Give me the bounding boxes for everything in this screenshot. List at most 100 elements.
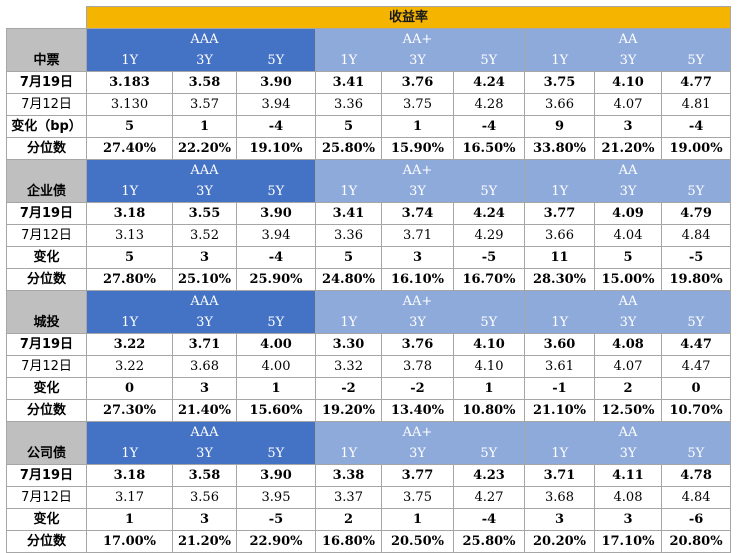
value-cell: 25.80% <box>315 137 382 160</box>
tenor-header: 5Y <box>236 312 316 334</box>
section-header-ratings: 公司债 AAA AA+ AA <box>6 421 732 465</box>
tenor-header: 3Y <box>172 312 237 334</box>
rating-header-aa-plus: AA+ <box>381 290 454 312</box>
value-cell: 15.60% <box>236 399 316 422</box>
rating-header-aa <box>661 290 732 312</box>
value-cell: 3.22 <box>86 333 173 356</box>
table-row: 7月19日 3.183 3.58 3.90 3.41 3.76 4.24 3.75 4.10 4.… <box>6 71 732 94</box>
rating-header-aa <box>524 290 595 312</box>
value-cell: 4.10 <box>453 355 525 378</box>
value-cell: 3.66 <box>524 224 595 247</box>
value-cell: 3.18 <box>86 464 173 487</box>
tenor-header: 5Y <box>236 181 316 203</box>
tenor-header: 3Y <box>172 50 237 72</box>
row-label: 分位数 <box>6 399 87 422</box>
value-cell: 1 <box>236 377 316 400</box>
value-cell: 4.24 <box>453 71 525 94</box>
value-cell: 1 <box>381 115 454 138</box>
tenor-header: 1Y <box>315 181 382 203</box>
value-cell: 5 <box>315 115 382 138</box>
value-cell: 19.10% <box>236 137 316 160</box>
value-cell: 3.41 <box>315 71 382 94</box>
rating-header-aa-plus <box>315 159 382 181</box>
value-cell: -1 <box>524 377 595 400</box>
value-cell: 17.10% <box>594 530 662 553</box>
value-cell: 3 <box>172 377 237 400</box>
value-cell: -4 <box>236 246 316 269</box>
value-cell: 33.80% <box>524 137 595 160</box>
value-cell: -4 <box>453 508 525 531</box>
row-label: 分位数 <box>6 268 87 291</box>
value-cell: 5 <box>86 246 173 269</box>
tenor-header: 5Y <box>453 50 525 72</box>
value-cell: 16.70% <box>453 268 525 291</box>
value-cell: 16.50% <box>453 137 525 160</box>
rating-header-aa <box>661 421 732 443</box>
value-cell: 20.80% <box>660 530 732 553</box>
value-cell: 4.08 <box>594 333 662 356</box>
value-cell: 0 <box>660 377 732 400</box>
value-cell: 3.94 <box>236 93 316 116</box>
value-cell: 10.70% <box>660 399 732 422</box>
section-category: 城投 <box>6 290 87 334</box>
value-cell: 21.10% <box>524 399 595 422</box>
row-label: 变化 <box>6 508 87 531</box>
value-cell: 21.20% <box>172 530 237 553</box>
value-cell: 3.75 <box>524 71 595 94</box>
rating-header-aa-plus <box>453 290 525 312</box>
rating-header-aa-plus: AA+ <box>381 421 454 443</box>
value-cell: 4.23 <box>453 464 525 487</box>
value-cell: 3.60 <box>524 333 595 356</box>
value-cell: 3.18 <box>86 202 173 225</box>
value-cell: 27.40% <box>86 137 173 160</box>
value-cell: 3.90 <box>236 202 316 225</box>
value-cell: 3.22 <box>86 355 173 378</box>
value-cell: 4.04 <box>594 224 662 247</box>
rating-header-aa: AA <box>594 421 662 443</box>
value-cell: 3 <box>172 508 237 531</box>
tenor-header: 1Y <box>86 181 173 203</box>
rating-header-aa <box>661 159 732 181</box>
value-cell: 3.38 <box>315 464 382 487</box>
value-cell: 4.47 <box>660 333 732 356</box>
tenor-header: 3Y <box>172 181 237 203</box>
value-cell: 3.13 <box>86 224 173 247</box>
value-cell: 19.80% <box>660 268 732 291</box>
value-cell: 21.40% <box>172 399 237 422</box>
value-cell: 11 <box>524 246 595 269</box>
rating-header-aa: AA <box>594 290 662 312</box>
tenor-header: 3Y <box>381 443 454 465</box>
tenor-header: 3Y <box>172 443 237 465</box>
value-cell: 1 <box>172 115 237 138</box>
value-cell: 4.78 <box>660 464 732 487</box>
rating-header-aa-plus <box>315 421 382 443</box>
row-label: 7月12日 <box>6 355 87 378</box>
value-cell: 3.68 <box>524 486 595 509</box>
value-cell: 4.07 <box>594 355 662 378</box>
value-cell: 3.130 <box>86 93 173 116</box>
rating-header-aa-plus: AA+ <box>381 28 454 50</box>
table-row: 分位数 27.40% 22.20% 19.10% 25.80% 15.90% 16.50% 3… <box>6 137 732 160</box>
value-cell: 3.76 <box>381 71 454 94</box>
yield-table: 收益率 中票 AAA AA+ AA 1Y 3Y 5Y 1Y 3Y 5Y 1Y 3Y 5Y 7月19日 3.1… <box>6 6 732 553</box>
rating-header-aa-plus <box>315 28 382 50</box>
tenor-header: 1Y <box>524 181 595 203</box>
rating-header-aa: AA <box>594 28 662 50</box>
value-cell: 3.36 <box>315 93 382 116</box>
value-cell: 3.58 <box>172 71 237 94</box>
tenor-header: 5Y <box>661 50 732 72</box>
rating-header-aa-plus <box>453 421 525 443</box>
rating-header-aaa <box>236 159 316 181</box>
value-cell: 24.80% <box>315 268 382 291</box>
rating-header-aaa <box>86 28 173 50</box>
value-cell: -5 <box>660 246 732 269</box>
value-cell: 4.27 <box>453 486 525 509</box>
value-cell: 4.79 <box>660 202 732 225</box>
rating-header-aaa <box>236 421 316 443</box>
value-cell: 4.84 <box>660 224 732 247</box>
value-cell: 19.00% <box>660 137 732 160</box>
section-category: 企业债 <box>6 159 87 203</box>
value-cell: 3.37 <box>315 486 382 509</box>
value-cell: 4.10 <box>594 71 662 94</box>
value-cell: 17.00% <box>86 530 173 553</box>
